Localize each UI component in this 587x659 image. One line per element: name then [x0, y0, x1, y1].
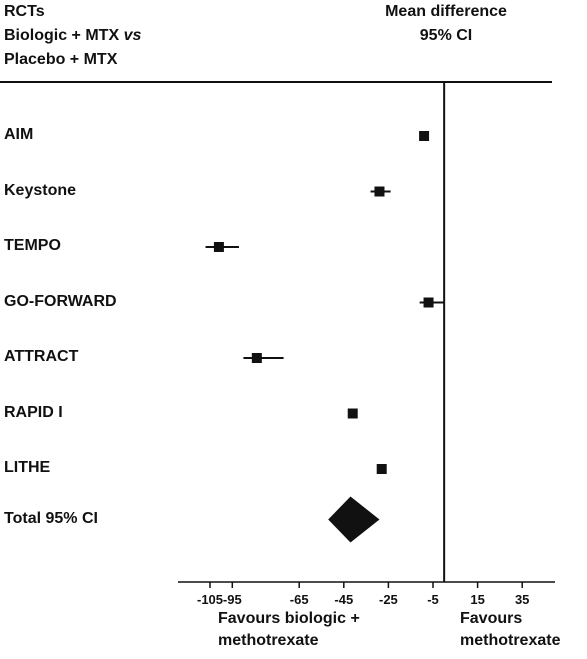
point-estimate-go-forward: [423, 297, 434, 308]
x-tick-label-25: -25: [379, 592, 398, 607]
study-label-lithe: LITHE: [4, 459, 51, 476]
study-label-aim: AIM: [4, 126, 34, 143]
axis-note-right-line-2: methotrexate: [460, 632, 561, 649]
header-right: Mean difference 95% CI: [366, 3, 526, 48]
axis-note-right: Favours methotrexate: [460, 608, 560, 652]
study-label-keystone: Keystone: [4, 181, 77, 199]
total-label: Total 95% CI: [4, 509, 98, 527]
total-diamond: [328, 496, 380, 543]
x-tick-label-95: -95: [223, 592, 242, 607]
x-tick-label-65: -65: [290, 592, 309, 607]
axis-note-left: Favours biologic + methotrexate: [218, 608, 360, 652]
study-label-go-forward: GO-FORWARD: [4, 292, 117, 310]
axis-note-left-line-2: methotrexate: [218, 632, 319, 649]
point-estimate-tempo: [213, 242, 224, 252]
x-tick-label-105: -105: [197, 592, 223, 607]
axis-note-right-line-1: Favours: [460, 610, 523, 627]
header-left: RCTs Biologic + MTX vs Placebo + MTX: [4, 0, 141, 72]
header-mean-difference: Mean difference: [385, 3, 507, 20]
point-estimate-aim: [419, 131, 430, 141]
point-estimate-lithe: [376, 464, 387, 474]
x-tick-label-45: -45: [334, 592, 353, 607]
point-estimate-attract: [251, 353, 262, 363]
x-tick-label-35: 35: [515, 592, 529, 607]
header-line-comparison: Biologic + MTX vs: [4, 24, 141, 48]
x-tick-label-15: 15: [470, 592, 484, 607]
study-label-tempo: TEMPO: [4, 237, 61, 254]
study-label-rapid-i: RAPID I: [4, 403, 63, 421]
header-comparison-vs: vs: [123, 27, 142, 44]
header-ci: 95% CI: [419, 27, 473, 44]
study-label-attract: ATTRACT: [4, 348, 79, 365]
point-estimate-rapid-i: [347, 408, 358, 419]
header-line-rcts: RCTs: [4, 3, 45, 20]
header-comparison-prefix: Biologic + MTX: [4, 27, 124, 44]
header-line-placebo: Placebo + MTX: [4, 51, 118, 68]
axis-note-left-line-1: Favours biologic +: [218, 610, 360, 627]
x-tick-label-5: -5: [427, 592, 439, 607]
point-estimate-keystone: [374, 186, 385, 197]
